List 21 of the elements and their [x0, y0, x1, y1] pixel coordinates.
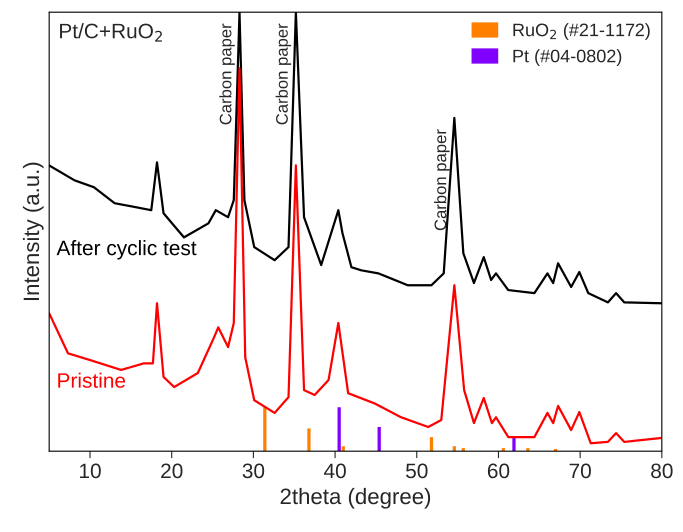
- annotation: Carbon paper: [434, 129, 450, 230]
- bar: [338, 407, 341, 452]
- bar: [378, 426, 381, 452]
- chart-title: Pt/C+RuO$_{2}$: [60, 23, 162, 42]
- series-label: Pristine: [58, 372, 126, 388]
- x-tick-label: 70: [570, 463, 591, 478]
- x-tick-label: 60: [488, 463, 510, 478]
- x-tick-label: 10: [80, 463, 101, 478]
- x-tick-label: 30: [242, 463, 264, 478]
- bar: [263, 407, 266, 452]
- legend-label: Pt (#04-0802): [513, 49, 622, 66]
- x-tick-label: 50: [406, 463, 428, 478]
- y-axis-title: Intensity (a.u.): [22, 162, 44, 300]
- series-label: After cyclic test: [56, 240, 196, 260]
- annotation: Carbon paper: [276, 24, 292, 124]
- x-axis-title: 2theta (degree): [280, 488, 430, 509]
- x-tick-label: 80: [651, 463, 673, 478]
- x-tick-label: 20: [161, 463, 182, 478]
- x-tick-label: 40: [324, 463, 346, 478]
- annotation: Carbon paper: [219, 24, 235, 124]
- legend-label: RuO$_{2}$ (#21-1172): [513, 23, 650, 40]
